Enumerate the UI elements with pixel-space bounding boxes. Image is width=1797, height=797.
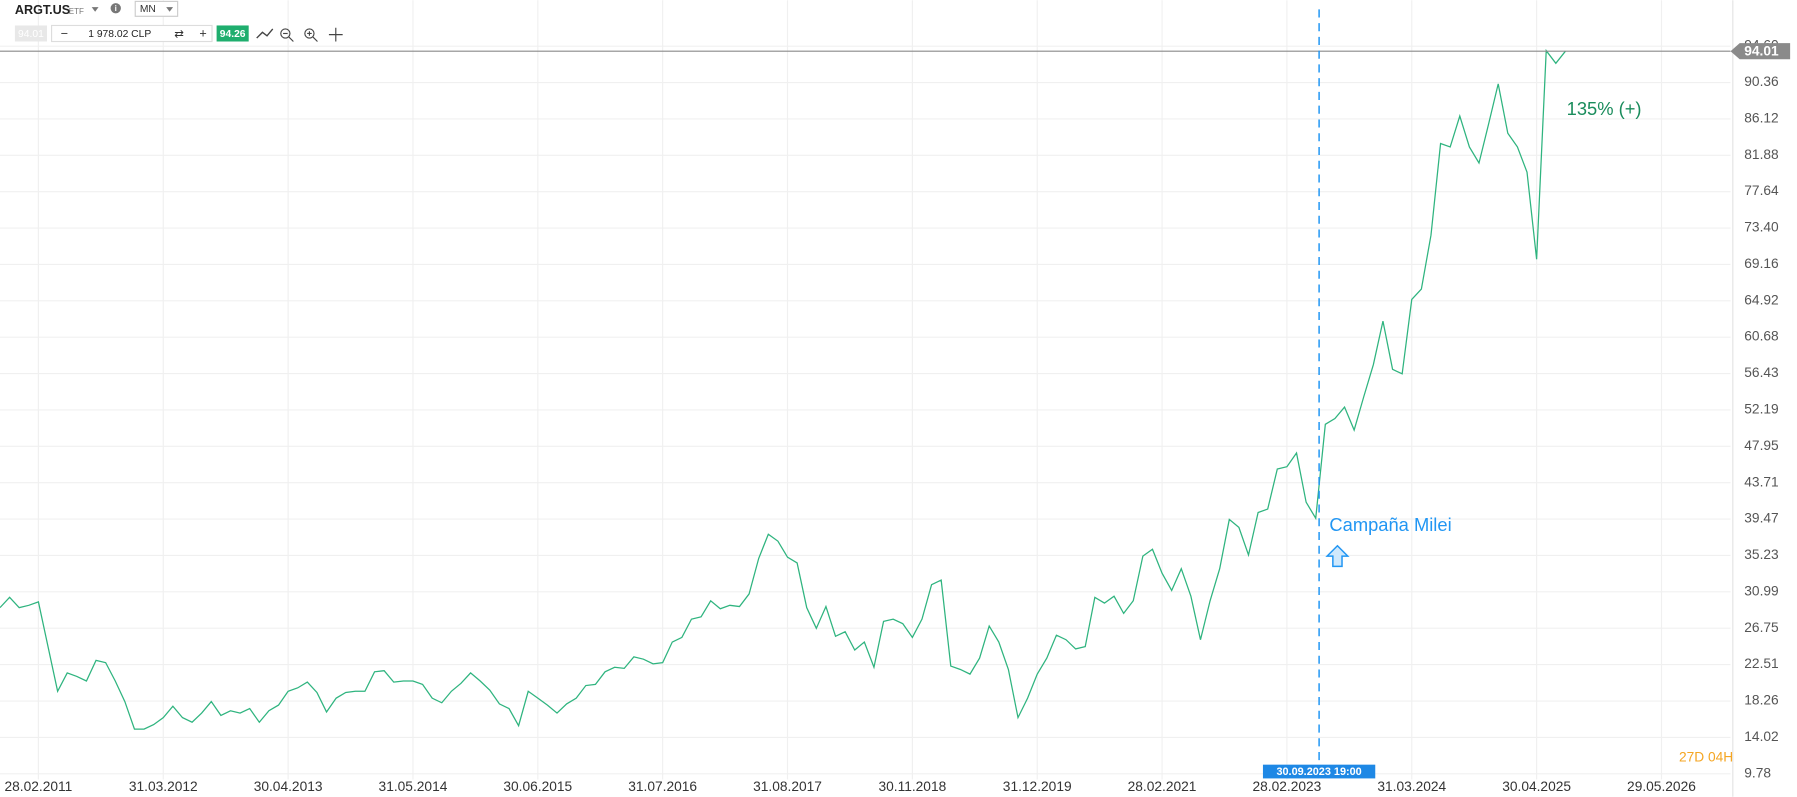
x-tick-label: 31.12.2019 (1003, 779, 1072, 794)
x-tick-label: 28.02.2023 (1253, 779, 1322, 794)
y-tick-label: 73.40 (1744, 220, 1779, 235)
zoom-out-icon[interactable] (288, 36, 294, 42)
x-tick-label: 28.02.2011 (5, 779, 73, 794)
arrow-icon (1325, 544, 1350, 568)
dropdown-arrow[interactable] (166, 7, 174, 12)
x-tick-label: 29.05.2026 (1627, 779, 1696, 794)
annotation: 135% (+) (1567, 98, 1642, 119)
sell-price[interactable]: 94.01 (18, 29, 44, 40)
y-tick-label: 43.71 (1744, 474, 1778, 489)
y-tick-label: 35.23 (1744, 547, 1779, 562)
minus[interactable]: − (61, 26, 68, 40)
y-tick-label: 56.43 (1744, 365, 1779, 380)
y-tick-label: 90.36 (1744, 74, 1779, 89)
interval[interactable]: MN (140, 4, 156, 15)
y-tick-label: 81.88 (1744, 147, 1779, 162)
crosshair-label-box (1262, 764, 1376, 779)
countdown: 27D 04H (1679, 749, 1733, 764)
interval-box[interactable] (134, 0, 179, 17)
x-tick-label: 31.08.2017 (753, 779, 822, 794)
y-tick-label: 60.68 (1744, 329, 1779, 344)
amount-box[interactable] (50, 24, 213, 43)
y-tick-label: 69.16 (1744, 256, 1779, 271)
y-tick-label: 9.78 (1744, 765, 1771, 780)
plus[interactable]: + (199, 26, 206, 40)
y-tick-label: 30.99 (1744, 583, 1778, 598)
y-tick-label: 77.64 (1744, 183, 1779, 198)
annotation: Campaña Milei (1329, 514, 1451, 535)
info-i: i (115, 4, 117, 13)
crosshair-label: 30.09.2023 19:00 (1276, 766, 1361, 778)
zoom-in-icon[interactable] (307, 31, 312, 36)
y-tick-label: 47.95 (1744, 438, 1779, 453)
symbol[interactable]: ARGT.US (15, 3, 70, 17)
dropdown-arrow[interactable] (91, 7, 99, 12)
sell-box[interactable] (14, 25, 47, 42)
crosshair-icon[interactable] (328, 27, 343, 42)
price-line (0, 48, 1566, 730)
y-tick-label: 64.92 (1744, 292, 1778, 307)
x-tick-label: 28.02.2021 (1128, 779, 1197, 794)
y-tick-label: 14.02 (1744, 729, 1778, 744)
x-tick-label: 30.11.2018 (878, 779, 946, 794)
zoom-out-icon[interactable] (280, 28, 291, 39)
x-tick-label: 30.04.2025 (1502, 779, 1571, 794)
zoom-in-icon[interactable] (304, 28, 315, 39)
price-tag-label: 94.01 (1744, 43, 1779, 58)
y-tick-label: 52.19 (1744, 402, 1778, 417)
swap-icon[interactable]: ⇄ (174, 29, 184, 41)
x-tick-label: 30.04.2013 (254, 779, 323, 794)
y-tick-label: 18.26 (1744, 693, 1779, 708)
info-icon[interactable] (110, 3, 121, 14)
plot (0, 48, 1566, 730)
x-tick-label: 31.07.2016 (628, 779, 697, 794)
y-tick-label: 86.12 (1744, 111, 1778, 126)
amount[interactable]: 1 978.02 CLP (88, 29, 151, 40)
overlay: 94.01 30.09.2023 19:00 (0, 9, 1791, 779)
symbol-kind: ETF (69, 7, 84, 16)
x-tick-label: 31.03.2012 (129, 779, 198, 794)
x-tick-label: 30.06.2015 (503, 779, 572, 794)
zoom-in-icon[interactable] (312, 36, 318, 42)
y-tick-label: 26.75 (1744, 620, 1779, 635)
x-tick-label: 31.03.2024 (1377, 779, 1446, 794)
y-tick-label: 22.51 (1744, 656, 1778, 671)
y-tick-label: 39.47 (1744, 511, 1778, 526)
price-tag (1730, 43, 1791, 60)
buy-price[interactable]: 94.26 (220, 29, 246, 40)
chart-type-icon[interactable] (256, 28, 274, 39)
buy-box[interactable] (216, 25, 249, 42)
x-tick-label: 31.05.2014 (379, 779, 448, 794)
